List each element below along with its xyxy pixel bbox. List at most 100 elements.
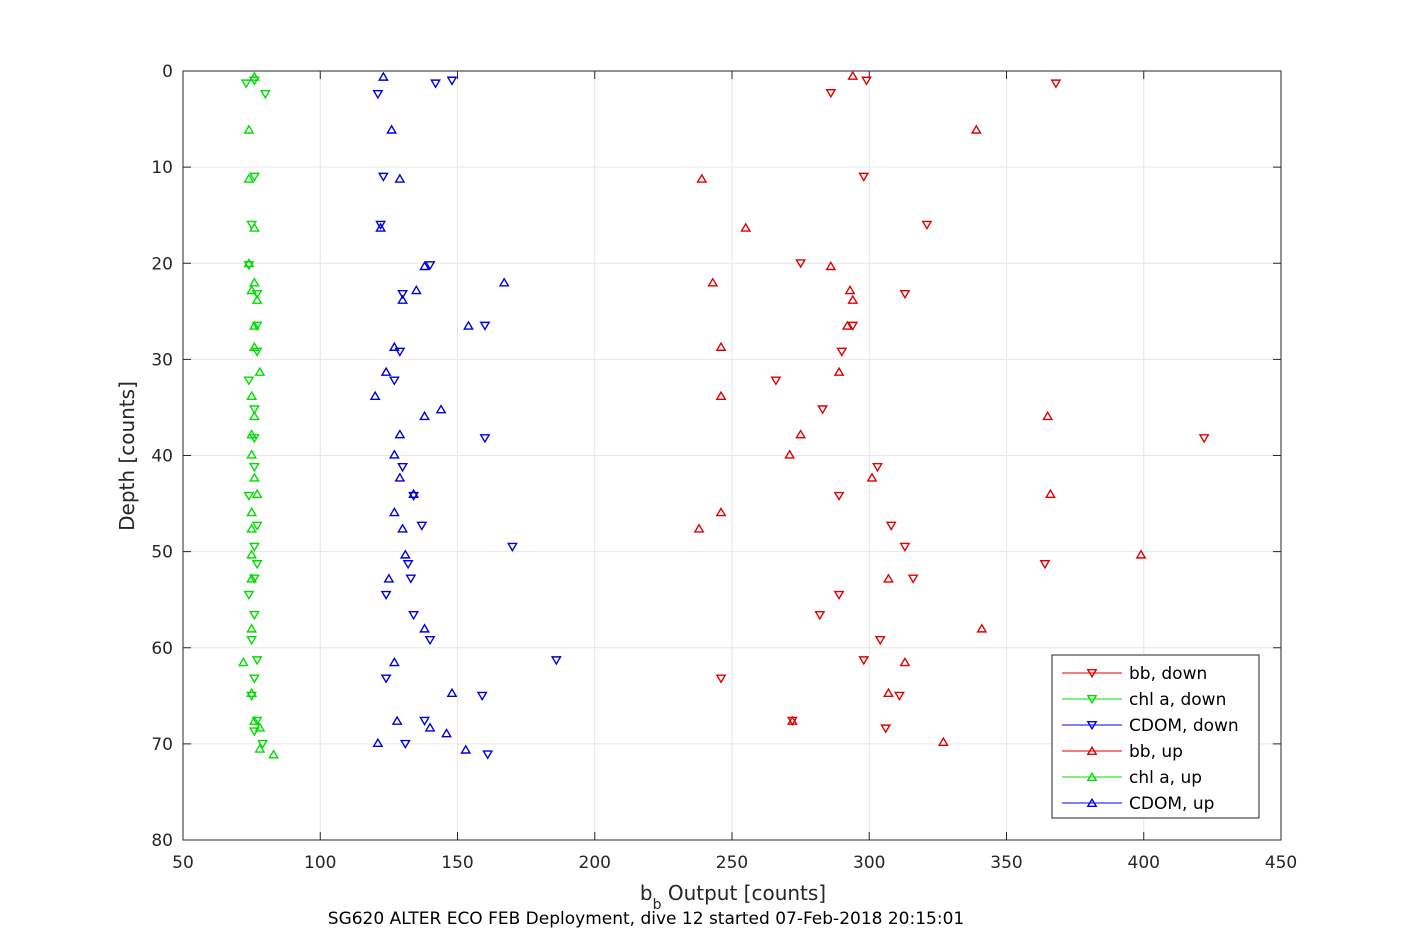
data-point — [251, 294, 263, 304]
data-point — [883, 573, 894, 583]
data-point — [388, 507, 400, 517]
data-point — [243, 258, 255, 268]
data-point — [825, 89, 837, 99]
data-point — [397, 289, 409, 300]
data-point — [899, 542, 911, 552]
data-point — [715, 390, 727, 400]
data-point — [937, 736, 949, 747]
data-point — [784, 449, 796, 459]
data-point — [874, 636, 886, 646]
x-tick-label: 200 — [579, 853, 611, 873]
data-point — [248, 405, 260, 415]
data-point — [246, 687, 258, 697]
data-point — [1135, 549, 1147, 559]
data-point — [921, 220, 933, 230]
data-point — [883, 687, 894, 697]
data-point — [408, 491, 420, 502]
data-point — [246, 449, 258, 459]
legend-label: CDOM, down — [1129, 716, 1239, 736]
data-point — [1039, 560, 1051, 570]
data-point — [397, 294, 409, 304]
data-point — [880, 724, 892, 734]
data-point — [251, 560, 263, 570]
legend-item: bb, up — [1062, 742, 1183, 762]
data-point — [833, 590, 845, 601]
data-point — [246, 623, 258, 633]
data-point — [693, 523, 705, 533]
y-tick-label: 0 — [162, 62, 173, 82]
data-point — [408, 611, 420, 621]
data-point — [248, 277, 260, 287]
data-point — [866, 472, 878, 482]
y-tick-label: 80 — [151, 831, 173, 851]
legend-marker — [1086, 771, 1098, 782]
data-point — [388, 376, 400, 386]
data-point — [251, 488, 263, 499]
data-point — [257, 739, 269, 750]
data-point — [243, 590, 255, 601]
data-point — [391, 715, 403, 725]
data-point — [377, 71, 389, 81]
series-bb-down — [715, 76, 1210, 734]
data-point — [419, 716, 430, 726]
data-point — [243, 173, 255, 183]
legend-label: chl a, up — [1129, 768, 1202, 788]
data-point — [707, 277, 719, 287]
data-point — [907, 574, 919, 584]
data-point — [397, 462, 409, 473]
data-point — [394, 347, 406, 357]
series-cdom-down — [372, 76, 562, 760]
data-point — [847, 294, 859, 304]
legend-item: CDOM, up — [1062, 794, 1214, 814]
data-point — [441, 728, 452, 738]
data-point — [251, 347, 263, 357]
data-point — [424, 722, 436, 732]
data-point — [388, 449, 400, 459]
chart-caption: SG620 ALTER ECO FEB Deployment, dive 12 … — [328, 909, 964, 929]
legend-item: chl a, down — [1062, 690, 1226, 710]
data-point — [243, 376, 255, 386]
data-point — [550, 656, 562, 666]
data-point — [254, 743, 266, 753]
data-point — [397, 523, 409, 533]
data-point — [243, 261, 255, 271]
data-point — [446, 687, 458, 697]
data-point — [248, 222, 260, 232]
x-axis-label: bb Output [counts] — [640, 881, 826, 913]
x-tick-label: 400 — [1128, 853, 1160, 873]
data-point — [254, 366, 266, 376]
data-point — [479, 321, 491, 331]
data-point — [715, 674, 727, 684]
data-point — [372, 737, 384, 747]
data-point — [833, 491, 845, 502]
data-point — [375, 222, 387, 232]
data-point — [482, 750, 494, 760]
data-point — [424, 636, 436, 646]
y-tick-label: 40 — [151, 447, 173, 467]
data-point — [243, 491, 255, 502]
legend-marker — [1086, 745, 1098, 756]
data-point — [976, 623, 988, 633]
data-point — [696, 173, 708, 183]
legend-item: bb, down — [1062, 664, 1207, 684]
x-tick-label: 100 — [304, 853, 336, 873]
data-point — [246, 636, 258, 646]
data-point — [246, 507, 258, 517]
data-point — [369, 390, 381, 400]
data-point — [858, 656, 870, 666]
data-point — [246, 390, 258, 400]
data-point — [408, 488, 420, 499]
legend-label: bb, up — [1129, 742, 1183, 762]
data-point — [394, 173, 406, 183]
data-point — [841, 320, 853, 330]
data-point — [825, 260, 837, 271]
data-point — [383, 573, 395, 583]
data-point — [817, 405, 829, 415]
data-point — [899, 289, 911, 300]
data-point — [460, 744, 472, 754]
data-point — [246, 285, 258, 295]
data-point — [402, 560, 414, 570]
x-tick-label: 300 — [853, 853, 885, 873]
data-point — [833, 366, 845, 376]
data-point — [899, 657, 911, 667]
